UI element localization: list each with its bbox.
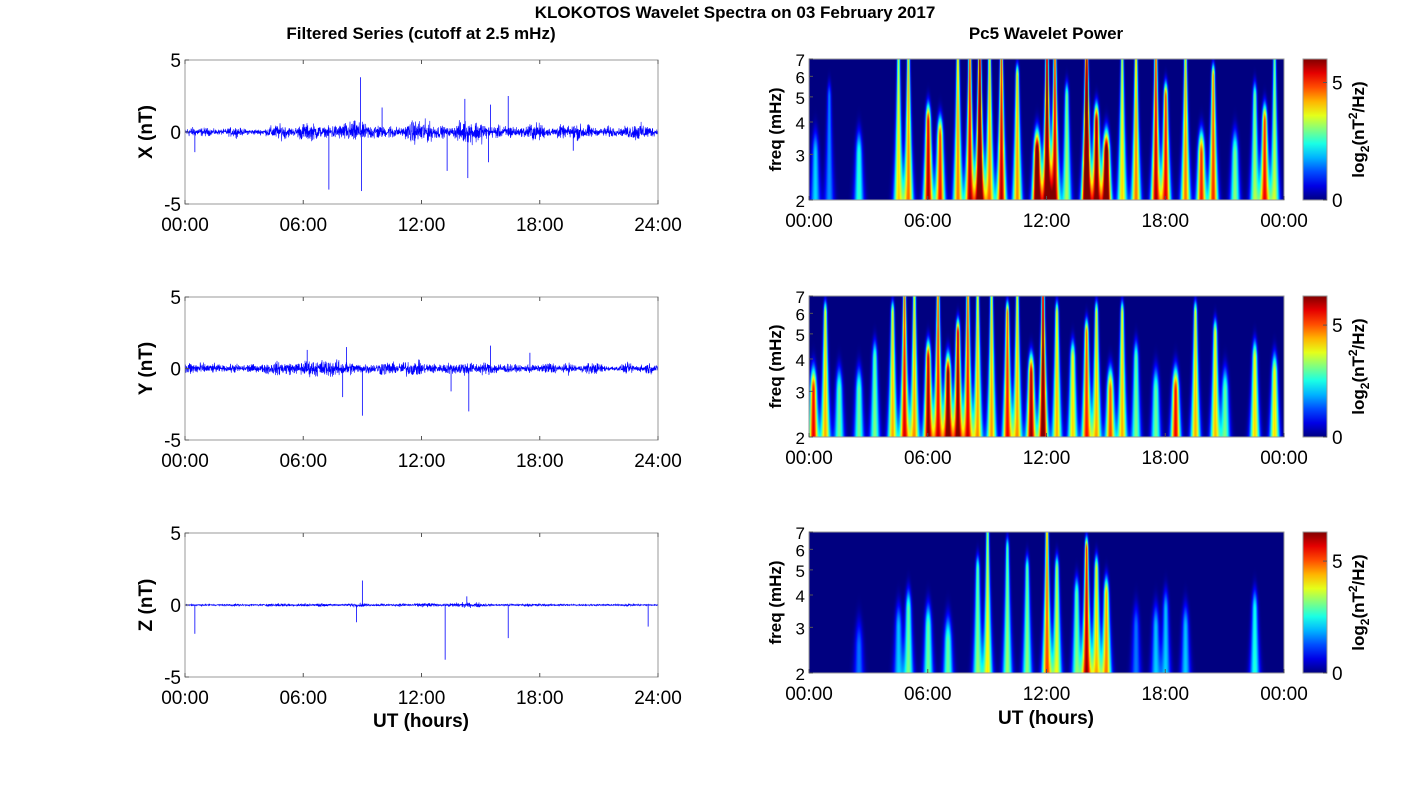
- y-tick-label: -5: [164, 431, 181, 452]
- x-tick-label: 18:00: [1141, 448, 1189, 469]
- left-xlabel: UT (hours): [373, 711, 469, 732]
- y-tick-label: 6: [796, 541, 805, 560]
- right-column-title: Pc5 Wavelet Power: [969, 24, 1124, 43]
- x-tick-label: 18:00: [516, 688, 564, 709]
- x-colorbar: [1302, 58, 1328, 201]
- colorbar-tick-label: 0: [1332, 428, 1343, 449]
- y-tick-label: 3: [796, 619, 805, 638]
- x-tick-label: 06:00: [279, 215, 327, 236]
- x-tick-label: 06:00: [904, 684, 952, 705]
- colorbar-label: log2(nT2/Hz): [1346, 318, 1372, 414]
- x-tick-label: 00:00: [1260, 448, 1308, 469]
- x-wavelet-heatmap: [809, 59, 1284, 200]
- colorbar-tick-label: 5: [1332, 316, 1343, 337]
- y-axis-label: Y (nT): [136, 342, 157, 395]
- y-axis-label: freq (mHz): [766, 560, 785, 644]
- y-tick-label: 6: [796, 305, 805, 324]
- x-tick-label: 12:00: [398, 451, 446, 472]
- z-wavelet-heatmap: [809, 532, 1284, 673]
- x-tick-label: 18:00: [516, 451, 564, 472]
- x-tick-label: 06:00: [279, 451, 327, 472]
- y-tick-label: 5: [796, 326, 805, 345]
- x-tick-label: 00:00: [785, 448, 833, 469]
- y-tick-label: 5: [170, 524, 181, 545]
- y-wavelet-heatmap: [809, 296, 1284, 437]
- y-tick-label: 5: [170, 288, 181, 309]
- x-tick-label: 24:00: [634, 688, 682, 709]
- y-tick-label: 0: [170, 360, 181, 381]
- y-wavelet-axes: [808, 295, 1285, 438]
- x-tick-label: 12:00: [1023, 448, 1071, 469]
- y-tick-label: 3: [796, 383, 805, 402]
- x-tick-label: 00:00: [785, 211, 833, 232]
- y-tick-label: 7: [796, 524, 805, 543]
- colorbar-tick-label: 5: [1332, 74, 1343, 95]
- x-tick-label: 18:00: [516, 215, 564, 236]
- x-tick-label: 00:00: [1260, 684, 1308, 705]
- x-tick-label: 00:00: [785, 684, 833, 705]
- x-tick-label: 06:00: [904, 211, 952, 232]
- left-column-title: Filtered Series (cutoff at 2.5 mHz): [286, 24, 555, 43]
- x-tick-label: 12:00: [1023, 684, 1071, 705]
- y-tick-label: 2: [796, 192, 805, 211]
- y-tick-label: 4: [796, 351, 805, 370]
- y-series-line: [184, 359, 659, 378]
- x-tick-label: 12:00: [398, 688, 446, 709]
- y-axis-label: Z (nT): [136, 579, 157, 632]
- y-tick-label: 4: [796, 587, 805, 606]
- x-tick-label: 24:00: [634, 215, 682, 236]
- z-series-line: [184, 601, 659, 609]
- z-wavelet-axes: [808, 531, 1285, 674]
- y-axis-label: freq (mHz): [766, 324, 785, 408]
- x-wavelet-axes: [808, 58, 1285, 201]
- x-series-line: [184, 118, 659, 146]
- y-tick-label: 0: [170, 596, 181, 617]
- x-tick-label: 00:00: [1260, 211, 1308, 232]
- colorbar-label: log2(nT2/Hz): [1346, 554, 1372, 650]
- y-tick-label: 4: [796, 114, 805, 133]
- colorbar-label: log2(nT2/Hz): [1346, 81, 1372, 177]
- x-tick-label: 00:00: [161, 215, 209, 236]
- y-tick-label: 5: [796, 562, 805, 581]
- x-tick-label: 00:00: [161, 451, 209, 472]
- y-tick-label: 2: [796, 429, 805, 448]
- y-axis-label: freq (mHz): [766, 87, 785, 171]
- y-tick-label: 7: [796, 288, 805, 307]
- colorbar-tick-label: 5: [1332, 552, 1343, 573]
- x-tick-label: 12:00: [1023, 211, 1071, 232]
- colorbar-tick-label: 0: [1332, 191, 1343, 212]
- y-tick-label: 5: [796, 89, 805, 108]
- x-tick-label: 06:00: [904, 448, 952, 469]
- y-tick-label: -5: [164, 195, 181, 216]
- x-tick-label: 06:00: [279, 688, 327, 709]
- y-tick-label: 3: [796, 146, 805, 165]
- x-tick-label: 12:00: [398, 215, 446, 236]
- x-tick-label: 24:00: [634, 451, 682, 472]
- z-colorbar: [1302, 531, 1328, 674]
- right-xlabel: UT (hours): [998, 708, 1094, 729]
- y-tick-label: 0: [170, 123, 181, 144]
- y-colorbar: [1302, 295, 1328, 438]
- colorbar-tick-label: 0: [1332, 664, 1343, 685]
- figure-title: KLOKOTOS Wavelet Spectra on 03 February …: [535, 3, 936, 22]
- x-tick-label: 00:00: [161, 688, 209, 709]
- y-tick-label: -5: [164, 668, 181, 689]
- y-tick-label: 5: [170, 51, 181, 72]
- y-axis-label: X (nT): [136, 105, 157, 159]
- y-tick-label: 7: [796, 51, 805, 70]
- x-tick-label: 18:00: [1141, 211, 1189, 232]
- y-tick-label: 2: [796, 665, 805, 684]
- x-tick-label: 18:00: [1141, 684, 1189, 705]
- y-tick-label: 6: [796, 68, 805, 87]
